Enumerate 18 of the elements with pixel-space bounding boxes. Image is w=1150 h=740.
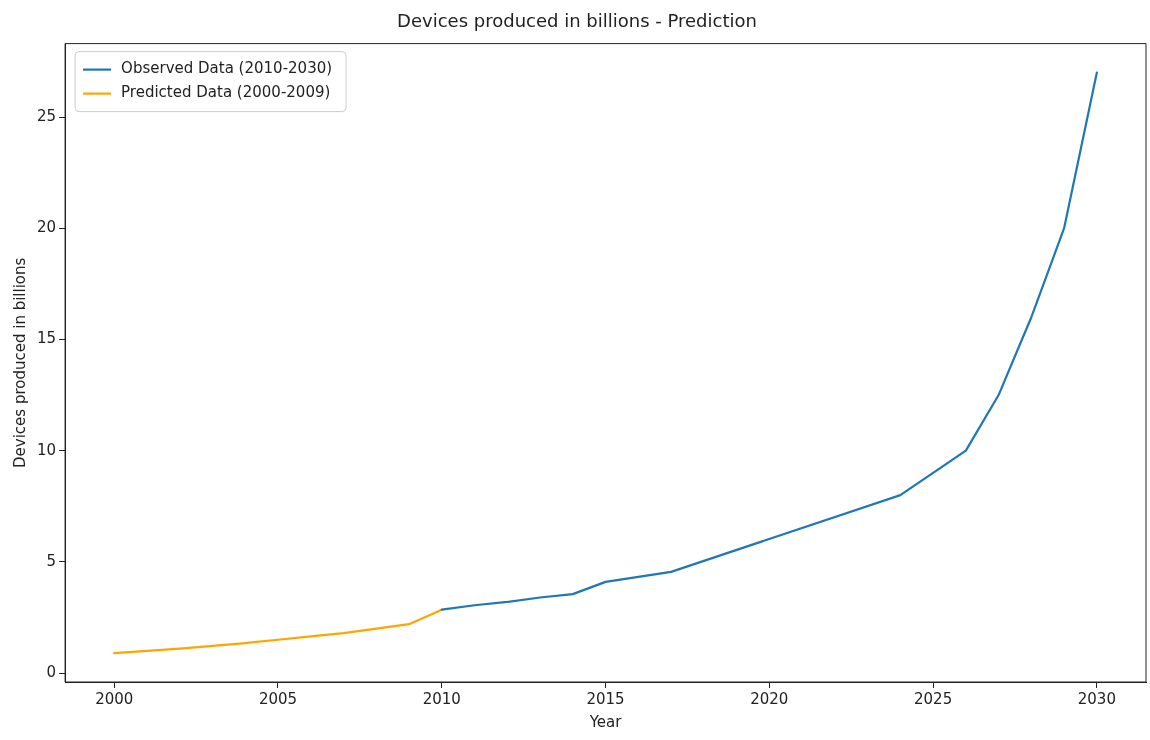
x-tick-label: 2030 (1077, 689, 1116, 708)
x-tick-label: 2020 (750, 689, 789, 708)
y-tick-label: 10 (36, 440, 57, 459)
x-tick-label: 2015 (586, 689, 625, 708)
y-tick-label: 20 (36, 218, 57, 237)
y-tick-label: 15 (36, 329, 57, 348)
y-tick-label: 5 (46, 551, 57, 570)
y-tick-label: 0 (46, 662, 57, 681)
legend-label: Observed Data (2010-2030) (121, 59, 333, 78)
x-tick-label: 2000 (95, 689, 134, 708)
x-tick-label: 2005 (258, 689, 298, 708)
y-tick-label: 25 (36, 106, 57, 125)
y-axis-title: Devices produced in billions (10, 257, 29, 468)
x-tick-label: 2010 (422, 689, 461, 708)
x-axis-title: Year (588, 712, 623, 731)
legend-label: Predicted Data (2000-2009) (121, 83, 331, 102)
chart-title: Devices produced in billions - Prediction (397, 10, 757, 32)
x-tick-label: 2025 (914, 689, 953, 708)
